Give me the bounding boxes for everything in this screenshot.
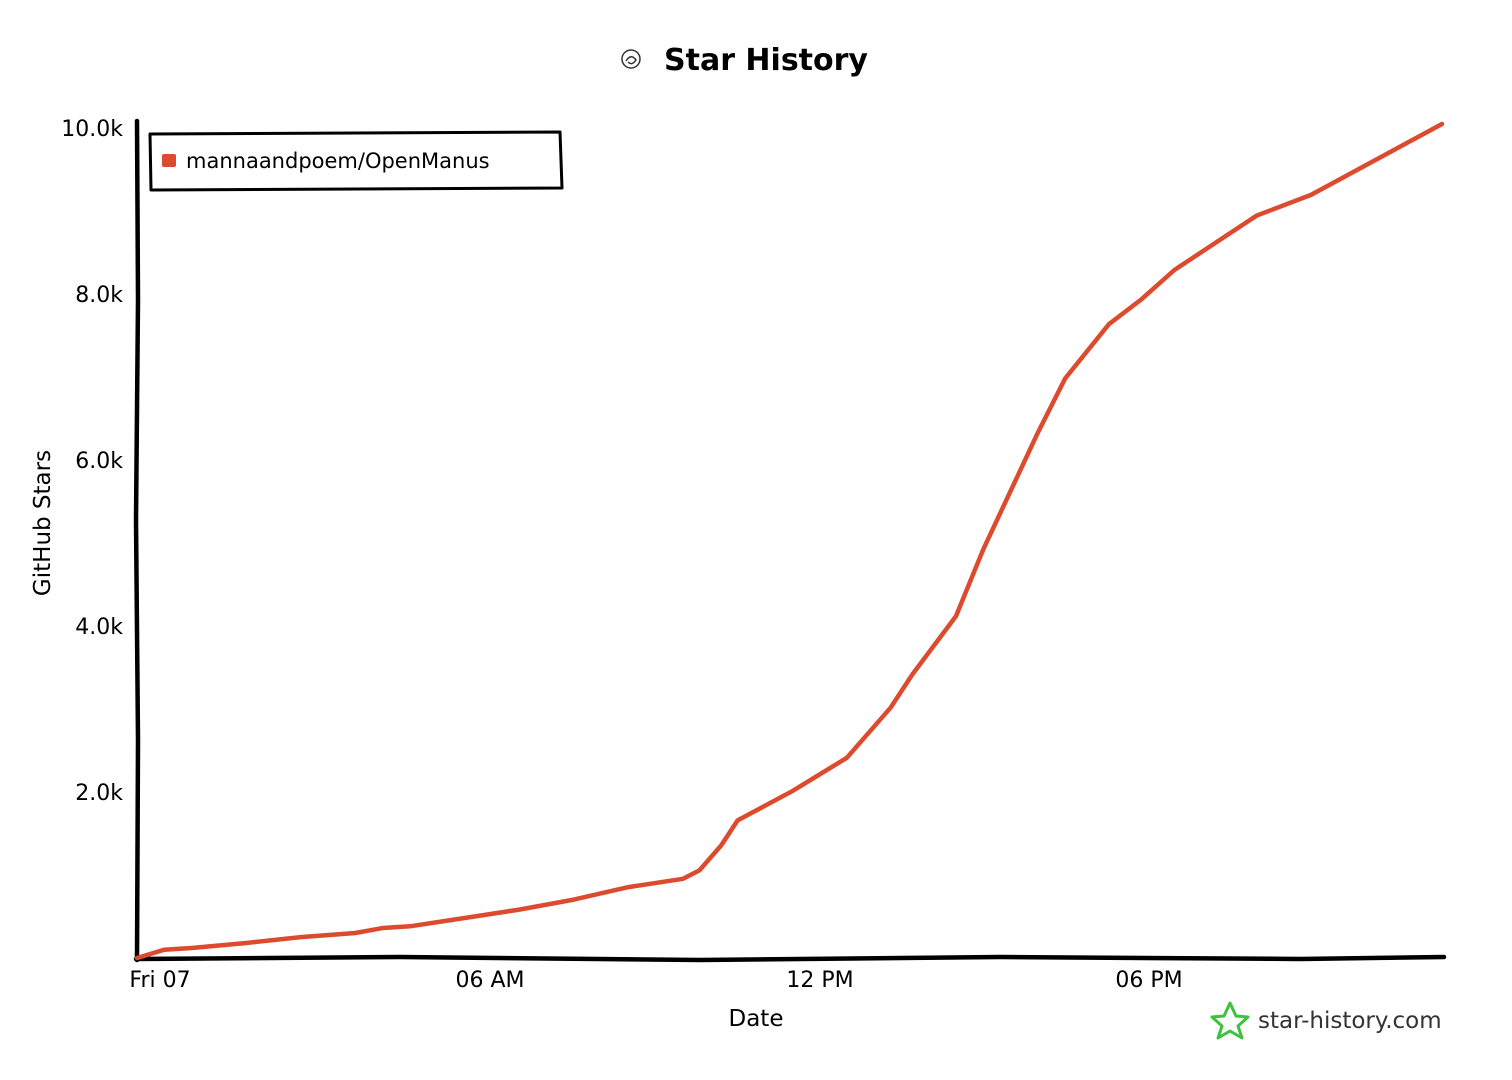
star-history-logo-icon <box>621 49 641 69</box>
x-axis-label: Date <box>729 1006 784 1032</box>
watermark-text: star-history.com <box>1258 1008 1442 1034</box>
star-history-star-icon <box>1210 1001 1250 1040</box>
x-tick-label: Fri 07 <box>129 968 190 993</box>
x-tick-label: 06 PM <box>1115 968 1182 993</box>
chart-title-group: Star History <box>621 43 868 78</box>
legend-box <box>148 130 564 192</box>
legend-label: mannaandpoem/OpenManus <box>186 149 490 173</box>
y-tick-label: 10.0k <box>61 117 123 142</box>
legend: mannaandpoem/OpenManus <box>148 130 564 192</box>
y-tick-label: 8.0k <box>75 283 123 308</box>
series-line-openmanus <box>134 121 1445 961</box>
y-tick-label: 6.0k <box>75 449 123 474</box>
x-tick-label: 12 PM <box>786 968 853 993</box>
y-tick-marks: 2.0k 4.0k 6.0k 8.0k 10.0k <box>61 117 123 806</box>
y-axis-label: GitHub Stars <box>30 450 56 596</box>
y-tick-label: 2.0k <box>75 781 123 806</box>
legend-swatch <box>162 154 176 167</box>
chart-title: Star History <box>664 43 868 78</box>
y-axis-line <box>133 118 141 963</box>
y-tick-label: 4.0k <box>75 615 123 640</box>
watermark: star-history.com <box>1210 1001 1442 1040</box>
x-tick-label: 06 AM <box>455 968 524 993</box>
x-tick-marks: Fri 07 06 AM 12 PM 06 PM <box>129 968 1182 993</box>
x-axis-line <box>133 954 1447 963</box>
